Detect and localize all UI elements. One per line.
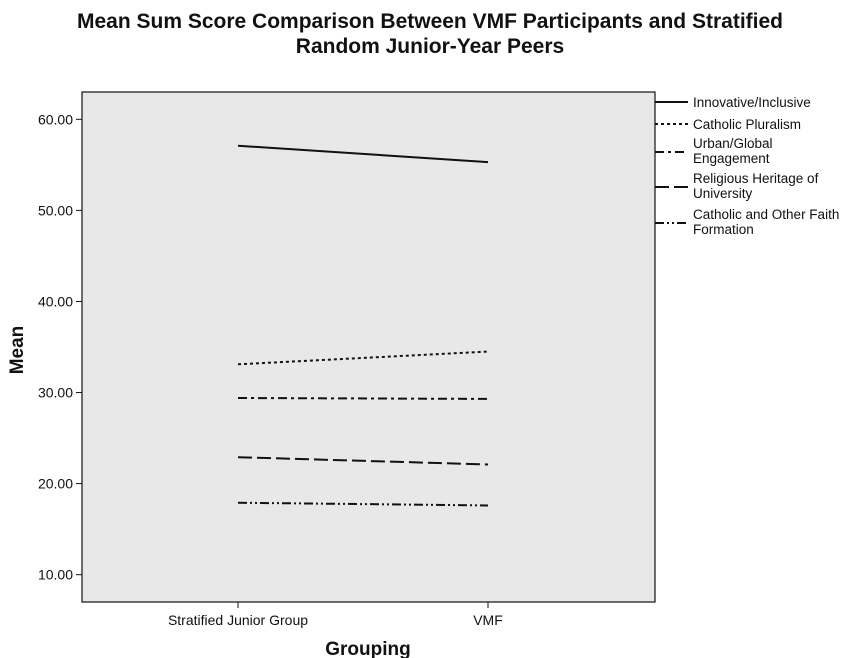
y-tick-label: 60.00: [38, 111, 73, 127]
legend-label: Formation: [693, 222, 754, 237]
y-axis-label: Mean: [7, 326, 28, 375]
series-line: [237, 397, 489, 400]
x-axis-label: Grouping: [325, 639, 410, 658]
y-tick-label: 50.00: [38, 202, 73, 218]
legend: Innovative/Inclusive Catholic Pluralism Ur…: [655, 95, 839, 237]
x-tick-label: VMF: [473, 612, 503, 628]
legend-label: Religious Heritage of: [693, 171, 819, 186]
x-tick-label: Stratified Junior Group: [168, 612, 308, 628]
chart-title-line-1: Mean Sum Score Comparison Between VMF Pa…: [77, 10, 783, 33]
legend-label: Engagement: [693, 151, 770, 166]
plot-area: [81, 91, 656, 603]
y-tick-label: 30.00: [38, 385, 73, 401]
legend-label: Catholic Pluralism: [693, 117, 801, 132]
legend-label: Innovative/Inclusive: [693, 95, 811, 110]
y-tick-label: 20.00: [38, 476, 73, 492]
series-lines: [237, 144, 489, 507]
series-line: [237, 456, 489, 466]
chart-title-line-2: Random Junior-Year Peers: [296, 35, 564, 58]
y-tick-label: 40.00: [38, 293, 73, 309]
legend-label: University: [693, 186, 753, 201]
legend-label: Urban/Global: [693, 136, 773, 151]
chart-title: Mean Sum Score Comparison Between VMF Pa…: [77, 10, 783, 58]
y-tick-label: 10.00: [38, 567, 73, 583]
legend-label: Catholic and Other Faith: [693, 207, 839, 222]
y-axis: 10.00 20.00 30.00 40.00 50.00 60.00: [38, 111, 82, 583]
x-axis: Stratified Junior Group VMF: [168, 602, 503, 628]
series-line: [237, 144, 489, 164]
